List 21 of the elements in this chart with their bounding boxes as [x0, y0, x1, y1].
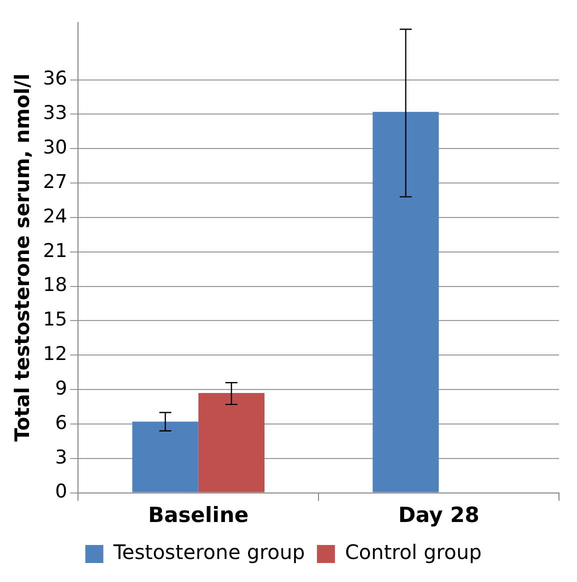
- y-tick-label: 6: [55, 412, 68, 434]
- y-tick-label: 18: [42, 274, 68, 296]
- y-tick-label: 9: [55, 377, 68, 400]
- legend-label: Testosterone group: [112, 540, 305, 564]
- y-tick-label: 3: [55, 446, 68, 468]
- x-tick-label: Baseline: [148, 502, 249, 527]
- bar: [198, 392, 264, 492]
- y-tick-label: 21: [42, 240, 68, 262]
- legend-label: Control group: [344, 540, 482, 564]
- y-tick-label: 36: [42, 68, 68, 90]
- y-tick-label: 0: [55, 480, 68, 503]
- y-tick-label: 24: [42, 205, 68, 228]
- y-axis-title: Total testosterone serum, nmol/l: [10, 74, 34, 442]
- bar: [132, 422, 198, 492]
- x-tick-label: Day 28: [398, 502, 480, 527]
- y-tick-label: 30: [42, 136, 68, 159]
- y-tick-label: 12: [42, 343, 68, 366]
- y-tick-label: 33: [42, 102, 68, 124]
- y-tick-label: 27: [42, 170, 68, 193]
- y-tick-label: 15: [42, 308, 68, 331]
- bar: [372, 112, 439, 492]
